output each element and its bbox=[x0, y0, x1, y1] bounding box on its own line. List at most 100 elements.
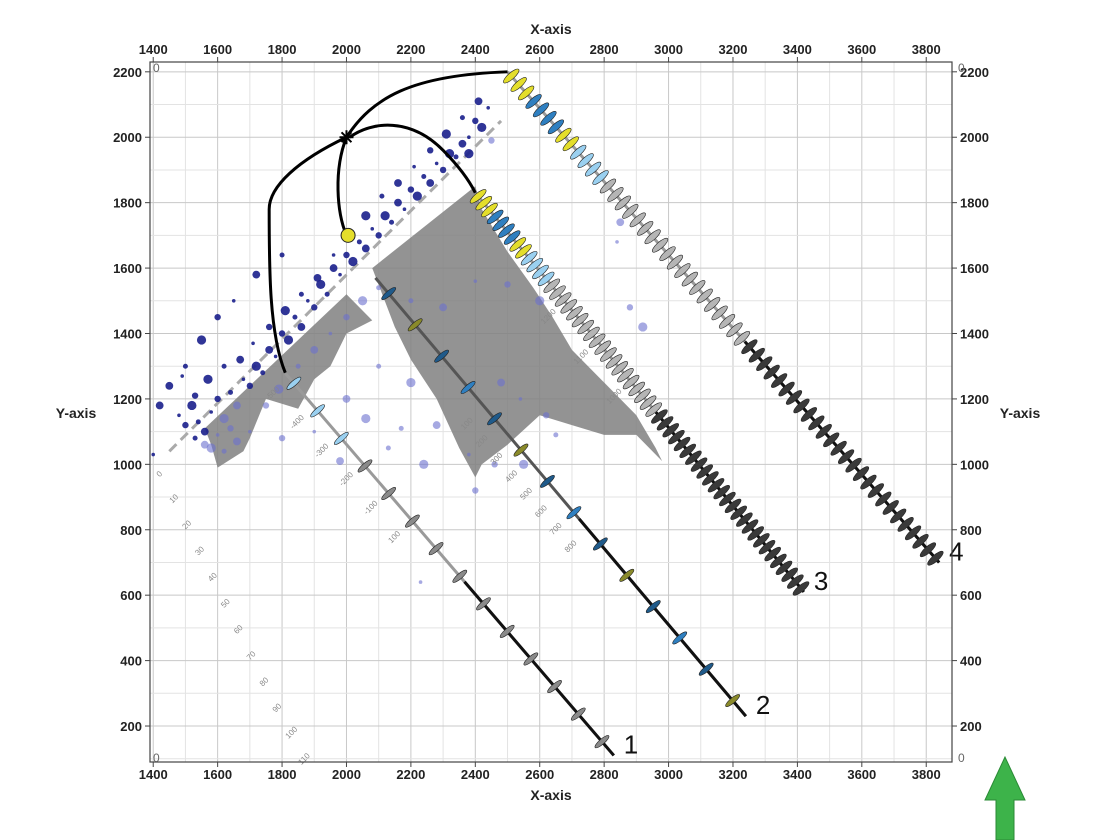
well-stage-marker bbox=[475, 196, 493, 211]
well-stage-marker bbox=[823, 432, 840, 448]
well-stage-marker bbox=[696, 464, 713, 479]
well-stage-marker bbox=[707, 478, 725, 493]
diagonal-scale-label: 60 bbox=[232, 623, 245, 636]
frac-point bbox=[228, 389, 234, 395]
well-stage-marker bbox=[919, 542, 937, 558]
well-stage-marker bbox=[815, 424, 832, 439]
well-stage-marker bbox=[357, 459, 373, 473]
x-tick-label-top: 3600 bbox=[847, 42, 876, 57]
well-stage-marker bbox=[689, 280, 706, 295]
well-stage-marker bbox=[704, 297, 721, 312]
frac-point bbox=[233, 401, 241, 410]
well-stage-marker bbox=[577, 319, 595, 335]
x-tick-label-top: 3200 bbox=[719, 42, 748, 57]
well-stage-marker bbox=[605, 354, 623, 369]
frac-point bbox=[200, 440, 209, 449]
well-stage-marker bbox=[520, 251, 538, 266]
x-tick-label-top: 2800 bbox=[590, 42, 619, 57]
star-marker-icon bbox=[340, 131, 353, 143]
y-tick-label-left: 1200 bbox=[113, 392, 142, 407]
frac-point bbox=[439, 166, 447, 174]
x-tick-label-top: 2600 bbox=[525, 42, 554, 57]
diagonal-reference-line bbox=[168, 119, 503, 453]
x-tick-label-top: 2000 bbox=[332, 42, 361, 57]
frac-point bbox=[615, 240, 619, 244]
well-stage-marker bbox=[785, 390, 803, 405]
frac-point bbox=[262, 402, 270, 409]
frac-point bbox=[518, 397, 523, 401]
y-tick-label-right: 800 bbox=[960, 523, 982, 538]
frac-point bbox=[252, 270, 261, 279]
well-stage-marker bbox=[690, 457, 708, 472]
frac-point bbox=[329, 264, 338, 272]
frac-point bbox=[221, 448, 227, 454]
well-stage-marker bbox=[867, 483, 884, 498]
corner-label-bottom-right: 0 bbox=[958, 751, 965, 765]
gray-band-2 bbox=[372, 186, 663, 478]
well-stage-marker bbox=[509, 237, 527, 252]
frac-point bbox=[348, 256, 358, 267]
well-stage-marker bbox=[629, 212, 646, 228]
plot-frame bbox=[149, 61, 953, 763]
well-stage-marker bbox=[540, 111, 557, 126]
diagonal-scale-label: 100 bbox=[284, 724, 300, 740]
well-stage-marker bbox=[651, 409, 668, 424]
x-tick-label-bottom: 1600 bbox=[203, 767, 232, 782]
well-stage-marker bbox=[600, 347, 617, 362]
well-stage-marker bbox=[487, 412, 502, 426]
well-stage-marker bbox=[781, 567, 798, 582]
frac-point bbox=[542, 412, 550, 419]
frac-point bbox=[214, 395, 221, 403]
frac-point bbox=[467, 135, 471, 140]
frac-point bbox=[311, 304, 318, 311]
well-1-label: 1 bbox=[624, 729, 638, 759]
well-stage-marker bbox=[492, 216, 510, 231]
x-tick-label-top: 2200 bbox=[396, 42, 425, 57]
frac-point bbox=[251, 361, 261, 371]
frac-point bbox=[336, 457, 344, 465]
well-stage-marker bbox=[570, 144, 587, 160]
diagonal-scale-label: 0 bbox=[155, 469, 165, 479]
frac-point bbox=[394, 198, 402, 207]
well-stage-marker bbox=[543, 278, 561, 293]
well-stage-marker bbox=[696, 288, 713, 304]
x-tick-label-top: 2400 bbox=[461, 42, 490, 57]
x-tick-label-top: 3000 bbox=[654, 42, 683, 57]
x-tick-label-bottom: 3800 bbox=[912, 767, 941, 782]
x-tick-label-bottom: 3400 bbox=[783, 767, 812, 782]
well-stage-marker bbox=[526, 257, 544, 273]
frac-point bbox=[491, 461, 498, 468]
x-tick-label-bottom: 3600 bbox=[847, 767, 876, 782]
y-tick-label-left: 1000 bbox=[113, 457, 142, 472]
frac-point bbox=[477, 122, 487, 133]
frac-point bbox=[310, 345, 319, 354]
well-2-label: 2 bbox=[756, 690, 770, 720]
frac-point bbox=[241, 377, 246, 382]
well-3: 3 bbox=[469, 189, 828, 596]
well-2-depth-label: 400 bbox=[503, 468, 519, 484]
y-tick-label-right: 1800 bbox=[960, 196, 989, 211]
well-2: 2 bbox=[374, 276, 770, 720]
y-tick-label-right: 1400 bbox=[960, 326, 989, 341]
well-stage-marker bbox=[748, 347, 765, 363]
well-stage-marker bbox=[560, 299, 578, 314]
well-4-label: 4 bbox=[949, 536, 963, 566]
frac-point bbox=[312, 429, 317, 434]
y-axis-title-left: Y-axis bbox=[56, 405, 97, 421]
x-tick-label-bottom: 2600 bbox=[525, 767, 554, 782]
frac-point bbox=[195, 419, 201, 425]
well-stage-marker bbox=[577, 153, 594, 168]
frac-point bbox=[439, 303, 448, 312]
well-stage-marker bbox=[753, 533, 770, 548]
well-stage-marker bbox=[286, 376, 302, 390]
well-stage-marker bbox=[481, 202, 498, 218]
well-stage-marker bbox=[890, 508, 907, 524]
well-stage-marker bbox=[499, 624, 515, 638]
frac-point bbox=[535, 296, 545, 306]
frac-point bbox=[394, 179, 402, 187]
corner-label-top-left: 0 bbox=[153, 61, 160, 75]
frac-point bbox=[196, 335, 207, 345]
well-1: 1 bbox=[280, 368, 638, 759]
frac-point bbox=[265, 323, 273, 331]
frac-point bbox=[328, 331, 333, 336]
